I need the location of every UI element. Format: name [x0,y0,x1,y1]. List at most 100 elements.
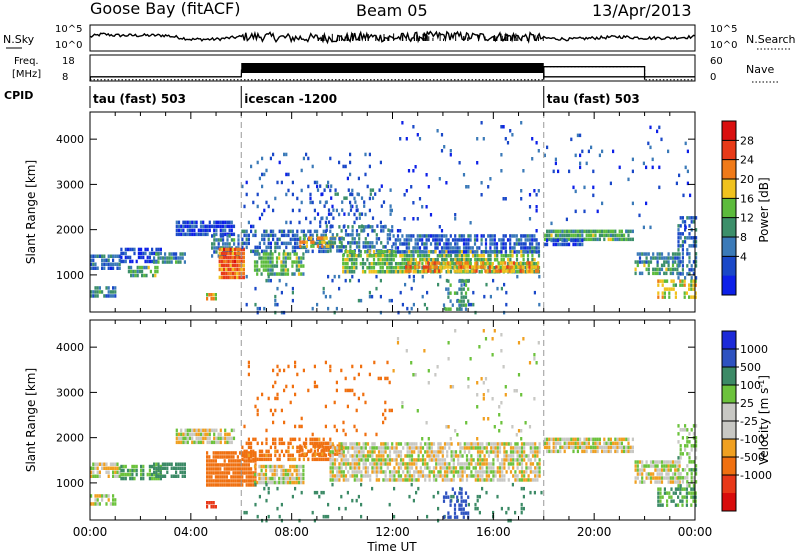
velocity-cell [388,454,392,458]
power-cell [563,238,566,243]
velocity-cell [498,413,501,417]
velocity-cell [465,474,469,478]
power-cell [280,233,283,238]
velocity-cell [534,466,537,470]
power-cell [444,265,447,269]
power-cell [291,290,294,295]
velocity-cell [331,450,334,454]
velocity-cell [479,454,482,458]
velocity-cell [247,451,250,455]
power-cell [500,258,503,262]
velocity-cell [618,441,621,446]
power-cell [142,255,145,260]
velocity-cell [247,453,250,458]
power-cell [537,246,540,250]
power-cell [234,275,237,280]
power-cell [464,295,468,299]
power-cell [236,267,239,272]
power-cell [498,238,501,242]
velocity-cell [340,442,343,446]
velocity-cell [375,478,378,482]
power-cell [261,212,264,217]
velocity-cell [214,455,217,459]
velocity-cell [269,445,272,450]
velocity-cell [417,474,420,478]
power-cell [245,233,248,238]
power-cell [389,212,392,216]
power-cell [524,270,527,274]
velocity-cell [217,479,220,483]
x-axis-label: Time UT [366,540,417,554]
velocity-cell [408,450,411,454]
power-cell [445,238,448,242]
power-cell [672,287,675,291]
velocity-cell [295,468,298,473]
power-cell [392,242,395,246]
velocity-cell [503,478,506,482]
power-cell [587,149,590,154]
power-cell [688,287,691,291]
velocity-cell [316,444,319,448]
power-cell [454,246,457,250]
power-cell [112,294,115,298]
velocity-cell [155,462,158,466]
velocity-cell [406,466,409,470]
power-cell [427,254,431,258]
power-cell [236,251,239,256]
velocity-cell [107,470,110,474]
power-cell [572,229,575,234]
velocity-cell [280,472,283,477]
power-cell [467,246,470,250]
power-cell [399,254,402,258]
power-cell [681,220,684,224]
velocity-cell [496,478,499,482]
velocity-cell [252,453,255,458]
power-cell [186,220,189,225]
velocity-cell [355,442,359,446]
velocity-cell [453,511,457,515]
power-cell [245,302,248,307]
power-cell [531,234,534,238]
power-cell [237,238,240,242]
velocity-cell [289,400,292,405]
velocity-cell [353,446,356,450]
power-cell [307,249,310,254]
power-cell [265,245,268,250]
power-cell [681,244,684,248]
velocity-cell [294,437,297,442]
power-cell [438,269,441,273]
power-cell [643,260,646,264]
power-cell [243,204,246,209]
power-cell [474,310,477,315]
power-cell [432,270,435,274]
power-cell [463,258,466,262]
power-cell [237,234,240,238]
velocity-cell [204,432,207,437]
power-cell [206,228,209,233]
velocity-cell [98,474,101,478]
colorbar-tick-label: -100 [740,433,765,446]
power-cell [346,250,349,254]
velocity-cell [679,456,682,460]
power-cell [416,254,420,258]
power-cell [269,272,272,276]
velocity-cell [404,478,407,482]
power-cell [677,248,680,252]
velocity-cell [453,515,457,519]
velocity-cell [463,450,466,454]
velocity-cell [179,466,182,470]
power-cell [132,269,135,274]
velocity-cell [291,437,294,442]
power-cell [227,263,230,268]
power-cell [401,254,404,258]
velocity-cell [210,467,213,471]
velocity-cell [206,471,209,475]
velocity-cell [254,482,257,487]
velocity-cell [503,466,506,470]
velocity-cell [474,474,477,478]
velocity-cell [538,470,541,474]
power-cell [329,188,332,193]
velocity-cell [671,460,675,464]
power-cell [156,265,159,270]
velocity-cell [516,446,519,450]
